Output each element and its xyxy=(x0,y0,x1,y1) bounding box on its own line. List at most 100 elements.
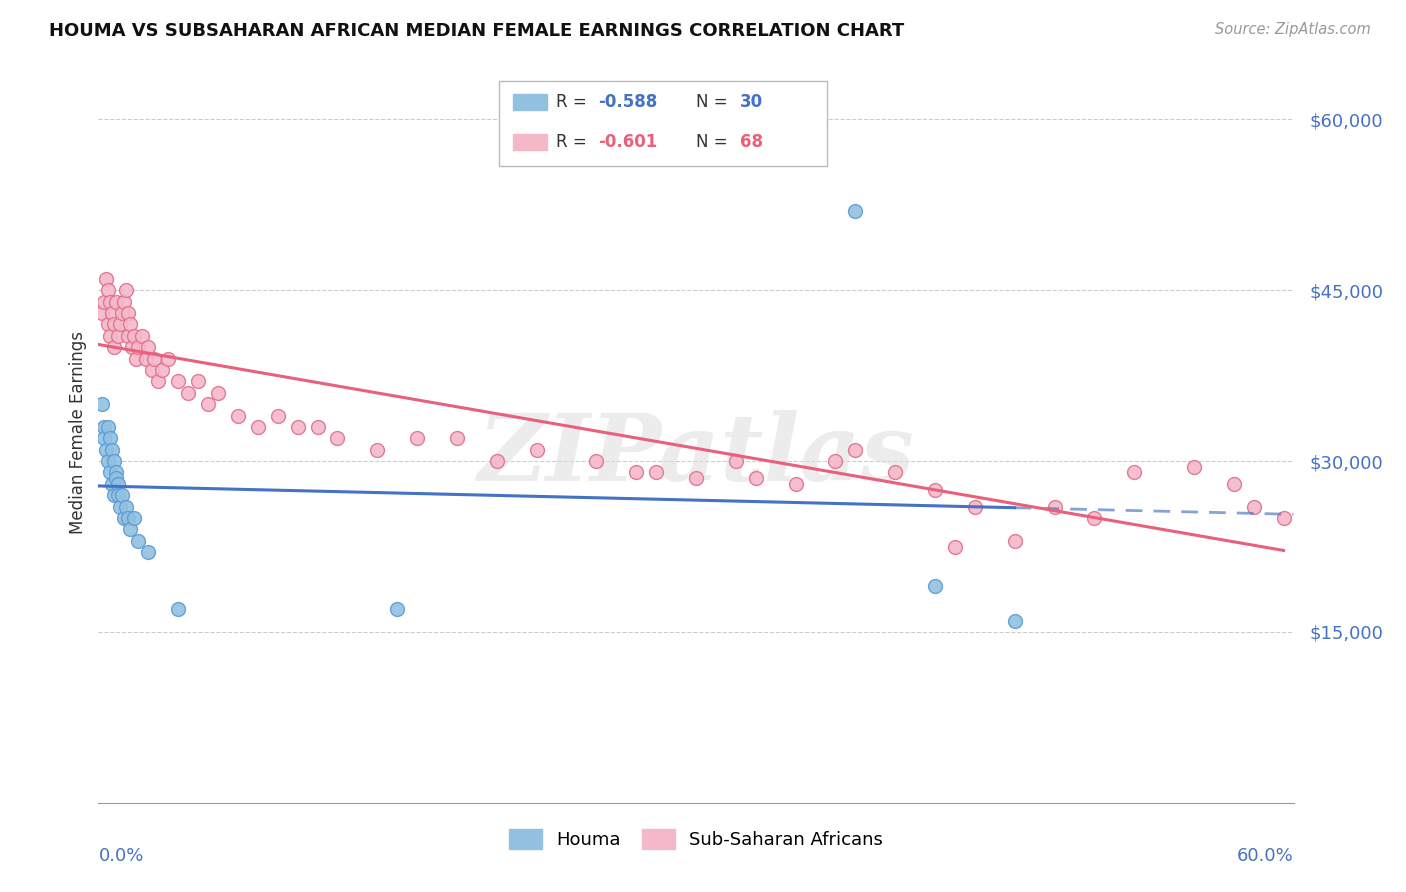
Point xyxy=(685,471,707,485)
Point xyxy=(1223,476,1246,491)
Point xyxy=(148,375,170,389)
Point xyxy=(117,306,139,320)
Point xyxy=(326,431,349,445)
Text: -0.588: -0.588 xyxy=(598,93,657,111)
Point xyxy=(136,340,159,354)
Point xyxy=(1004,533,1026,548)
Point xyxy=(246,420,269,434)
Point xyxy=(585,454,607,468)
Point xyxy=(307,420,329,434)
Text: ZIPatlas: ZIPatlas xyxy=(478,409,914,500)
Text: -0.601: -0.601 xyxy=(598,133,657,151)
Point xyxy=(97,283,120,297)
Point xyxy=(844,203,866,218)
Point xyxy=(135,351,157,366)
Point xyxy=(884,466,907,480)
Point xyxy=(98,466,122,480)
Point xyxy=(110,318,132,332)
Text: 0.0%: 0.0% xyxy=(98,847,143,865)
Point xyxy=(385,602,409,616)
Text: N =: N = xyxy=(696,93,733,111)
Text: 30: 30 xyxy=(740,93,763,111)
Point xyxy=(167,375,190,389)
Bar xyxy=(513,134,547,150)
Point xyxy=(226,409,249,423)
Point xyxy=(924,579,946,593)
Point xyxy=(98,328,122,343)
Point xyxy=(127,533,149,548)
Point xyxy=(207,385,229,400)
Point xyxy=(105,466,128,480)
Point xyxy=(93,294,115,309)
Point xyxy=(1182,459,1205,474)
Text: Source: ZipAtlas.com: Source: ZipAtlas.com xyxy=(1215,22,1371,37)
Point xyxy=(1043,500,1066,514)
Point xyxy=(177,385,200,400)
Point xyxy=(107,476,129,491)
Point xyxy=(103,318,125,332)
Point xyxy=(101,442,124,457)
Point xyxy=(107,488,129,502)
Point xyxy=(844,442,866,457)
Point xyxy=(111,488,134,502)
Point xyxy=(117,328,139,343)
Point xyxy=(143,351,166,366)
Text: N =: N = xyxy=(696,133,733,151)
Text: HOUMA VS SUBSAHARAN AFRICAN MEDIAN FEMALE EARNINGS CORRELATION CHART: HOUMA VS SUBSAHARAN AFRICAN MEDIAN FEMAL… xyxy=(49,22,904,40)
Point xyxy=(124,511,146,525)
Y-axis label: Median Female Earnings: Median Female Earnings xyxy=(69,331,87,534)
Point xyxy=(157,351,180,366)
Point xyxy=(287,420,309,434)
Point xyxy=(97,420,120,434)
Text: R =: R = xyxy=(557,93,592,111)
Point xyxy=(93,431,115,445)
Point xyxy=(125,351,148,366)
Point xyxy=(105,471,128,485)
Point xyxy=(103,340,125,354)
Point xyxy=(167,602,190,616)
Point xyxy=(97,318,120,332)
Point xyxy=(963,500,986,514)
Point xyxy=(485,454,508,468)
Point xyxy=(97,454,120,468)
Point xyxy=(1243,500,1265,514)
Point xyxy=(98,431,122,445)
Point xyxy=(115,500,138,514)
Point xyxy=(103,488,125,502)
Point xyxy=(120,523,142,537)
Point xyxy=(115,283,138,297)
Point xyxy=(105,294,128,309)
Point xyxy=(187,375,209,389)
Point xyxy=(824,454,846,468)
Point xyxy=(526,442,548,457)
Point xyxy=(124,328,146,343)
Point xyxy=(121,340,143,354)
Point xyxy=(107,328,129,343)
Point xyxy=(1123,466,1146,480)
Point xyxy=(745,471,768,485)
Point xyxy=(785,476,807,491)
Point xyxy=(197,397,219,411)
Text: R =: R = xyxy=(557,133,592,151)
Point xyxy=(110,500,132,514)
Point xyxy=(1272,511,1295,525)
Point xyxy=(150,363,173,377)
Point xyxy=(943,540,966,554)
Point xyxy=(406,431,429,445)
Point xyxy=(724,454,747,468)
Point xyxy=(924,483,946,497)
Point xyxy=(645,466,668,480)
Point xyxy=(127,340,149,354)
Point xyxy=(111,306,134,320)
Point xyxy=(117,511,139,525)
Point xyxy=(93,420,115,434)
Point xyxy=(91,397,114,411)
Point xyxy=(103,454,125,468)
Point xyxy=(112,294,135,309)
Bar xyxy=(513,94,547,110)
Point xyxy=(1083,511,1105,525)
Point xyxy=(446,431,468,445)
FancyBboxPatch shape xyxy=(499,81,828,166)
Point xyxy=(98,294,122,309)
Text: 68: 68 xyxy=(740,133,763,151)
